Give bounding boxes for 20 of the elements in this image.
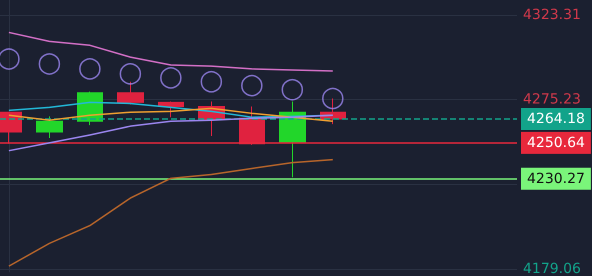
point xyxy=(160,67,182,89)
candlestick xyxy=(36,116,63,138)
ref-line-label: 4264.18 xyxy=(527,110,585,127)
y-tick-label: 4323.31 xyxy=(523,6,581,23)
point xyxy=(38,53,60,75)
y-tick-label: 4275.23 xyxy=(523,92,581,108)
point xyxy=(282,78,304,100)
ref-line-label: 4250.64 xyxy=(527,134,585,151)
line-series xyxy=(8,108,334,122)
line-series xyxy=(8,158,334,267)
y-tick-label: 4179.06 xyxy=(523,261,581,276)
point xyxy=(120,63,142,85)
point xyxy=(200,71,222,93)
ref-line-label: 4230.27 xyxy=(527,170,585,187)
point xyxy=(241,74,263,96)
point xyxy=(79,58,101,80)
candlestick xyxy=(158,101,184,118)
point xyxy=(322,88,344,110)
line-series xyxy=(8,114,334,152)
line-series xyxy=(8,32,334,72)
